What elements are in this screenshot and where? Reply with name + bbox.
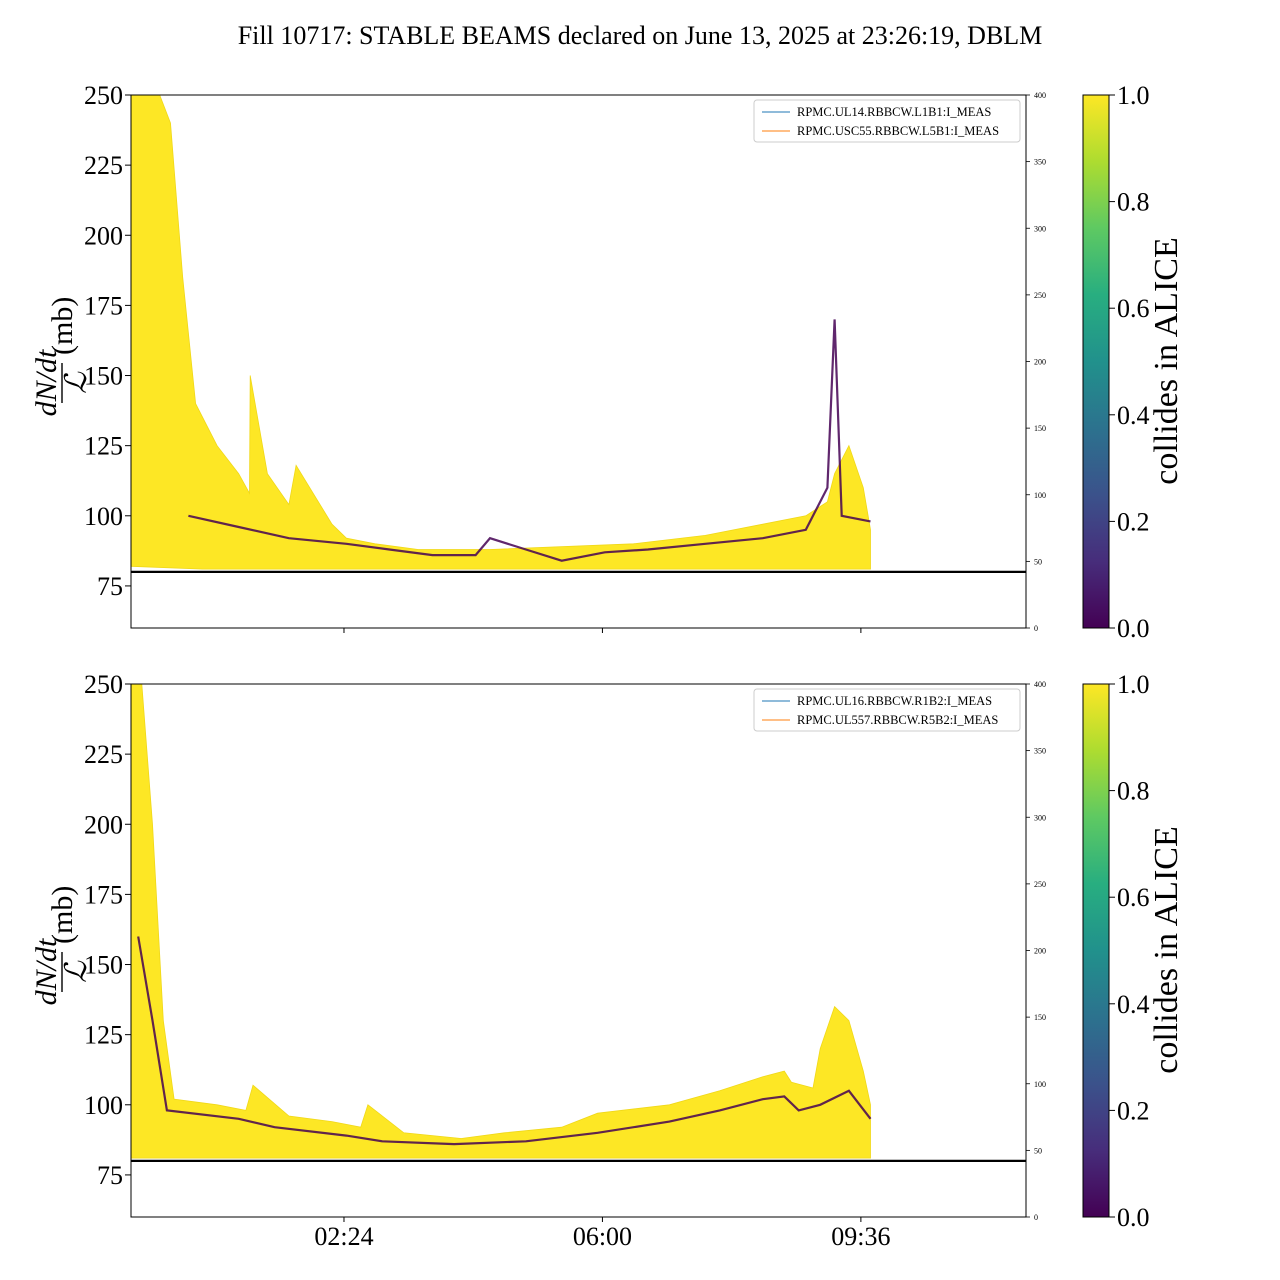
top-y2-tick-label: 0	[1034, 624, 1038, 633]
top-y-axis-label: dN/dt ℒ (mb)	[30, 297, 93, 417]
bottom-colorbar-label: collides in ALICE	[1148, 826, 1185, 1073]
bottom-colorbar-tick-label: 0.6	[1117, 883, 1150, 912]
top-colorbar-tick-label: 0.0	[1117, 614, 1150, 643]
bottom-colorbar-tick-label: 0.4	[1117, 990, 1150, 1019]
bottom-y-tick-label: 75	[97, 1161, 123, 1190]
bottom-upper-envelope-area	[131, 684, 871, 1159]
top-y-tick-label: 250	[84, 81, 123, 110]
top-y2-tick-label: 200	[1034, 358, 1046, 367]
top-colorbar: 0.0 0.2 0.4 0.6 0.8 1.0 collides in ALICE	[1082, 81, 1185, 643]
top-legend-entry-2: RPMC.USC55.RBBCW.L5B1:I_MEAS	[797, 124, 999, 138]
bottom-y2-tick-label: 200	[1034, 947, 1046, 956]
top-y-tick-label: 175	[84, 291, 123, 320]
bottom-colorbar-ticks: 0.0 0.2 0.4 0.6 0.8 1.0	[1109, 670, 1150, 1232]
bottom-y-tick-label: 150	[84, 951, 123, 980]
bottom-y-tick-label: 250	[84, 670, 123, 699]
top-colorbar-tick-label: 1.0	[1117, 81, 1150, 110]
bottom-x-tick-label: 02:24	[314, 1222, 373, 1251]
top-colorbar-tick-label: 0.2	[1117, 507, 1150, 536]
bottom-y-ticks: 75 100 125 150 175 200 225 250	[84, 670, 131, 1190]
bottom-colorbar-tick-label: 0.2	[1117, 1096, 1150, 1125]
top-legend-entry-1: RPMC.UL14.RBBCW.L1B1:I_MEAS	[797, 105, 991, 119]
bottom-y-axis-label: dN/dt ℒ (mb)	[30, 886, 93, 1006]
top-y-tick-label: 75	[97, 572, 123, 601]
bottom-secondary-y-ticks: 0 50 100 150 200 250 300 350 400	[1026, 680, 1046, 1222]
top-y-ticks: 75 100 125 150 175 200 225 250	[84, 81, 131, 601]
bottom-colorbar: 0.0 0.2 0.4 0.6 0.8 1.0 collides in ALICE	[1082, 670, 1185, 1232]
bottom-colorbar-tick-label: 0.8	[1117, 777, 1150, 806]
top-x-ticks	[343, 628, 862, 633]
bottom-y2-tick-label: 0	[1034, 1213, 1038, 1222]
top-colorbar-label: collides in ALICE	[1148, 237, 1185, 484]
bottom-panel: 75 100 125 150 175 200 225 250 0 50 100 150 200 250 3…	[30, 670, 1185, 1251]
top-y2-tick-label: 300	[1034, 224, 1046, 233]
figure-title: Fill 10717: STABLE BEAMS declared on Jun…	[238, 21, 1043, 50]
bottom-y-tick-label: 100	[84, 1091, 123, 1120]
bottom-y-tick-label: 175	[84, 880, 123, 909]
top-y2-tick-label: 350	[1034, 158, 1046, 167]
top-y2-tick-label: 400	[1034, 91, 1046, 100]
bottom-x-ticks: 02:24 06:00 09:36	[314, 1217, 890, 1251]
top-colorbar-ticks: 0.0 0.2 0.4 0.6 0.8 1.0	[1109, 81, 1150, 643]
bottom-y2-tick-label: 300	[1034, 813, 1046, 822]
bottom-y2-tick-label: 400	[1034, 680, 1046, 689]
top-y2-tick-label: 250	[1034, 291, 1046, 300]
bottom-colorbar-bar	[1082, 683, 1110, 1218]
top-y-tick-label: 225	[84, 151, 123, 180]
top-y-tick-label: 100	[84, 502, 123, 531]
top-colorbar-tick-label: 0.4	[1117, 401, 1150, 430]
bottom-dark-band-line	[137, 936, 872, 1146]
bottom-x-tick-label: 09:36	[831, 1222, 890, 1251]
top-y-tick-label: 150	[84, 362, 123, 391]
bottom-y2-tick-label: 350	[1034, 747, 1046, 756]
top-y-tick-label: 200	[84, 221, 123, 250]
bottom-legend: RPMC.UL16.RBBCW.R1B2:I_MEAS RPMC.UL557.R…	[753, 688, 1021, 732]
bottom-colorbar-tick-label: 1.0	[1117, 670, 1150, 699]
bottom-y-tick-label: 200	[84, 810, 123, 839]
top-upper-envelope-area	[131, 95, 871, 570]
top-legend-box	[753, 99, 1021, 143]
bottom-y-tick-label: 225	[84, 740, 123, 769]
top-y-tick-label: 125	[84, 432, 123, 461]
top-ylabel-denominator: ℒ	[60, 371, 93, 394]
top-panel: 75 100 125 150 175 200 225 250 0 50 100 150 200 250 3…	[30, 81, 1185, 643]
bottom-ylabel-unit: (mb)	[46, 886, 79, 944]
bottom-y2-tick-label: 100	[1034, 1080, 1046, 1089]
bottom-y2-tick-label: 50	[1034, 1146, 1042, 1155]
bottom-colorbar-tick-label: 0.0	[1117, 1203, 1150, 1232]
top-ylabel-unit: (mb)	[46, 297, 79, 355]
top-y2-tick-label: 50	[1034, 557, 1042, 566]
top-dark-band-line	[188, 319, 871, 562]
bottom-legend-entry-2: RPMC.UL557.RBBCW.R5B2:I_MEAS	[797, 713, 998, 727]
top-colorbar-bar	[1082, 94, 1110, 629]
bottom-y-tick-label: 125	[84, 1021, 123, 1050]
top-secondary-y-ticks: 0 50 100 150 200 250 300 350 400	[1026, 91, 1046, 633]
top-y2-tick-label: 100	[1034, 491, 1046, 500]
top-ylabel-numerator: dN/dt	[30, 349, 63, 416]
top-panel-data-area	[131, 95, 1026, 573]
bottom-ylabel-denominator: ℒ	[60, 960, 93, 983]
bottom-x-tick-label: 06:00	[573, 1222, 632, 1251]
bottom-legend-box	[753, 688, 1021, 732]
bottom-legend-entry-1: RPMC.UL16.RBBCW.R1B2:I_MEAS	[797, 694, 992, 708]
top-legend: RPMC.UL14.RBBCW.L1B1:I_MEAS RPMC.USC55.R…	[753, 99, 1021, 143]
bottom-panel-data-area	[131, 684, 1026, 1162]
bottom-y2-tick-label: 250	[1034, 880, 1046, 889]
bottom-y2-tick-label: 150	[1034, 1013, 1046, 1022]
top-y2-tick-label: 150	[1034, 424, 1046, 433]
top-colorbar-tick-label: 0.6	[1117, 294, 1150, 323]
top-colorbar-tick-label: 0.8	[1117, 188, 1150, 217]
bottom-ylabel-numerator: dN/dt	[30, 938, 63, 1005]
